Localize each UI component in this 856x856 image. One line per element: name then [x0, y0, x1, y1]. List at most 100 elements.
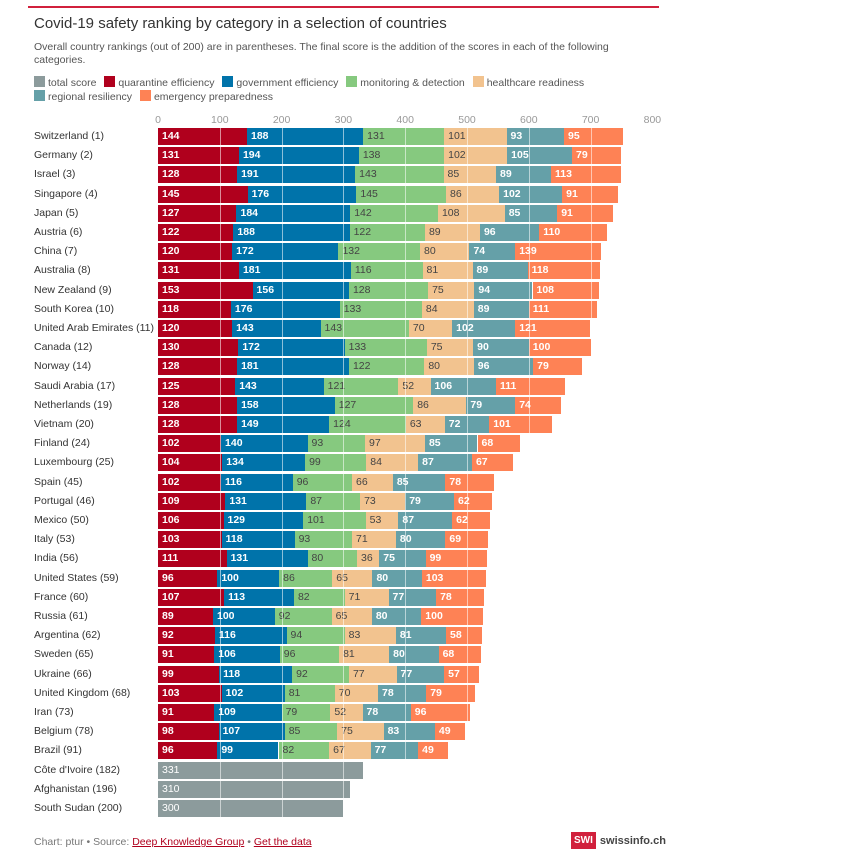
bar-segment-monitoring-detection[interactable]: 138 — [358, 147, 445, 165]
bar-segment-government-efficiency[interactable]: 100 — [217, 569, 280, 587]
bar-segment-regional-resiliency[interactable]: 87 — [418, 454, 472, 472]
bar-segment-quarantine-efficiency[interactable]: 102 — [158, 435, 222, 453]
bar-segment-emergency-preparedness[interactable]: 78 — [445, 473, 494, 491]
bar-segment-quarantine-efficiency[interactable]: 127 — [158, 204, 237, 222]
bar-segment-healthcare-readiness[interactable]: 71 — [344, 588, 389, 606]
bar-segment-emergency-preparedness[interactable]: 58 — [445, 627, 482, 645]
bar-segment-quarantine-efficiency[interactable]: 91 — [158, 704, 215, 721]
bar-segment-quarantine-efficiency[interactable]: 109 — [158, 492, 226, 510]
bar-segment-government-efficiency[interactable]: 149 — [237, 416, 330, 433]
bar-segment-quarantine-efficiency[interactable]: 91 — [158, 646, 215, 664]
source-link[interactable]: Deep Knowledge Group — [132, 836, 245, 848]
bar-segment-emergency-preparedness[interactable]: 78 — [436, 588, 485, 606]
bar-segment-monitoring-detection[interactable]: 80 — [307, 550, 357, 568]
bar-segment-quarantine-efficiency[interactable]: 128 — [158, 396, 238, 414]
bar-segment-regional-resiliency[interactable]: 77 — [388, 588, 437, 606]
bar-segment-healthcare-readiness[interactable]: 97 — [365, 435, 425, 453]
bar-segment-government-efficiency[interactable]: 106 — [214, 646, 280, 664]
bar-segment-government-efficiency[interactable]: 191 — [237, 166, 356, 184]
bar-segment-regional-resiliency[interactable]: 106 — [430, 377, 497, 395]
bar-segment-quarantine-efficiency[interactable]: 125 — [158, 377, 236, 395]
bar-segment-monitoring-detection[interactable]: 93 — [307, 435, 366, 453]
bar-segment-healthcare-readiness[interactable]: 65 — [331, 608, 372, 625]
bar-segment-monitoring-detection[interactable]: 94 — [286, 627, 345, 645]
bar-segment-regional-resiliency[interactable]: 87 — [398, 512, 453, 529]
bar-segment-government-efficiency[interactable]: 176 — [230, 300, 340, 318]
bar-segment-monitoring-detection[interactable]: 116 — [350, 262, 423, 280]
bar-segment-healthcare-readiness[interactable]: 36 — [356, 550, 380, 568]
bar-segment-regional-resiliency[interactable]: 74 — [469, 243, 516, 261]
bar-segment-monitoring-detection[interactable]: 92 — [274, 608, 332, 625]
bar-segment-quarantine-efficiency[interactable]: 122 — [158, 224, 234, 241]
bar-segment-healthcare-readiness[interactable]: 89 — [424, 224, 480, 241]
bar-segment-healthcare-readiness[interactable]: 73 — [360, 492, 406, 510]
bar-segment-monitoring-detection[interactable]: 92 — [292, 665, 349, 683]
bar-segment-quarantine-efficiency[interactable]: 107 — [158, 588, 225, 606]
bar-segment-emergency-preparedness[interactable]: 79 — [533, 358, 582, 376]
bar-segment-monitoring-detection[interactable]: 99 — [305, 454, 367, 472]
bar-segment-government-efficiency[interactable]: 102 — [221, 684, 285, 702]
bar-segment-healthcare-readiness[interactable]: 75 — [337, 723, 384, 741]
bar-segment-quarantine-efficiency[interactable]: 106 — [158, 512, 224, 529]
bar-segment-quarantine-efficiency[interactable]: 104 — [158, 454, 223, 472]
bar-segment-healthcare-readiness[interactable]: 102 — [444, 147, 508, 165]
bar-segment-healthcare-readiness[interactable]: 75 — [426, 339, 474, 357]
bar-segment-monitoring-detection[interactable]: 131 — [363, 128, 445, 145]
bar-segment-government-efficiency[interactable]: 181 — [237, 358, 349, 376]
bar-segment-quarantine-efficiency[interactable]: 98 — [158, 723, 219, 741]
bar-segment-monitoring-detection[interactable]: 86 — [279, 569, 333, 587]
bar-segment-regional-resiliency[interactable]: 83 — [383, 723, 435, 741]
bar-segment-quarantine-efficiency[interactable]: 96 — [158, 569, 218, 587]
bar-segment-monitoring-detection[interactable]: 133 — [344, 339, 427, 357]
bar-segment-regional-resiliency[interactable]: 85 — [392, 473, 446, 491]
bar-segment-quarantine-efficiency[interactable]: 128 — [158, 416, 238, 433]
bar-segment-total-score[interactable]: 310 — [158, 780, 350, 798]
bar-segment-monitoring-detection[interactable]: 142 — [350, 204, 438, 222]
bar-segment-healthcare-readiness[interactable]: 84 — [421, 300, 474, 318]
bar-segment-healthcare-readiness[interactable]: 66 — [352, 473, 393, 491]
bar-segment-quarantine-efficiency[interactable]: 130 — [158, 339, 239, 357]
bar-segment-healthcare-readiness[interactable]: 86 — [413, 396, 467, 414]
legend-item[interactable]: monitoring & detection — [346, 76, 465, 90]
bar-segment-emergency-preparedness[interactable]: 57 — [444, 665, 480, 683]
bar-segment-regional-resiliency[interactable]: 78 — [378, 684, 427, 702]
bar-segment-quarantine-efficiency[interactable]: 144 — [158, 128, 247, 145]
bar-segment-total-score[interactable]: 300 — [158, 800, 344, 817]
bar-segment-regional-resiliency[interactable]: 89 — [496, 166, 552, 184]
bar-segment-regional-resiliency[interactable]: 90 — [473, 339, 529, 357]
bar-segment-healthcare-readiness[interactable]: 71 — [352, 531, 396, 549]
bar-segment-government-efficiency[interactable]: 194 — [238, 147, 359, 165]
bar-segment-emergency-preparedness[interactable]: 49 — [434, 723, 466, 741]
bar-segment-regional-resiliency[interactable]: 80 — [371, 608, 422, 625]
bar-segment-regional-resiliency[interactable]: 79 — [405, 492, 454, 510]
bar-segment-monitoring-detection[interactable]: 87 — [306, 492, 361, 510]
bar-segment-healthcare-readiness[interactable]: 77 — [348, 665, 397, 683]
bar-segment-emergency-preparedness[interactable]: 62 — [452, 512, 491, 529]
bar-segment-monitoring-detection[interactable]: 82 — [278, 742, 330, 760]
bar-segment-government-efficiency[interactable]: 156 — [252, 281, 349, 299]
bar-segment-regional-resiliency[interactable]: 89 — [472, 262, 528, 280]
bar-segment-emergency-preparedness[interactable]: 91 — [557, 204, 614, 222]
bar-segment-regional-resiliency[interactable]: 94 — [474, 281, 533, 299]
bar-segment-healthcare-readiness[interactable]: 52 — [330, 704, 363, 721]
bar-segment-regional-resiliency[interactable]: 80 — [372, 569, 422, 587]
get-data-link[interactable]: Get the data — [253, 836, 312, 848]
bar-segment-government-efficiency[interactable]: 172 — [232, 243, 339, 261]
bar-segment-government-efficiency[interactable]: 129 — [223, 512, 304, 529]
bar-segment-government-efficiency[interactable]: 99 — [217, 742, 279, 760]
bar-segment-government-efficiency[interactable]: 176 — [247, 185, 357, 203]
bar-segment-regional-resiliency[interactable]: 77 — [370, 742, 419, 760]
legend-item[interactable]: emergency preparedness — [139, 90, 273, 104]
legend-item[interactable]: healthcare readiness — [472, 76, 584, 90]
bar-segment-government-efficiency[interactable]: 116 — [214, 627, 287, 645]
bar-segment-regional-resiliency[interactable]: 85 — [504, 204, 558, 222]
bar-segment-healthcare-readiness[interactable]: 75 — [428, 281, 475, 299]
bar-segment-quarantine-efficiency[interactable]: 92 — [158, 627, 215, 645]
bar-segment-quarantine-efficiency[interactable]: 120 — [158, 243, 233, 261]
bar-segment-healthcare-readiness[interactable]: 83 — [344, 627, 396, 645]
bar-segment-government-efficiency[interactable]: 118 — [221, 531, 295, 549]
bar-segment-monitoring-detection[interactable]: 96 — [279, 646, 340, 664]
bar-segment-government-efficiency[interactable]: 131 — [226, 550, 308, 568]
legend-item[interactable]: government efficiency — [222, 76, 338, 90]
bar-segment-quarantine-efficiency[interactable]: 103 — [158, 531, 222, 549]
